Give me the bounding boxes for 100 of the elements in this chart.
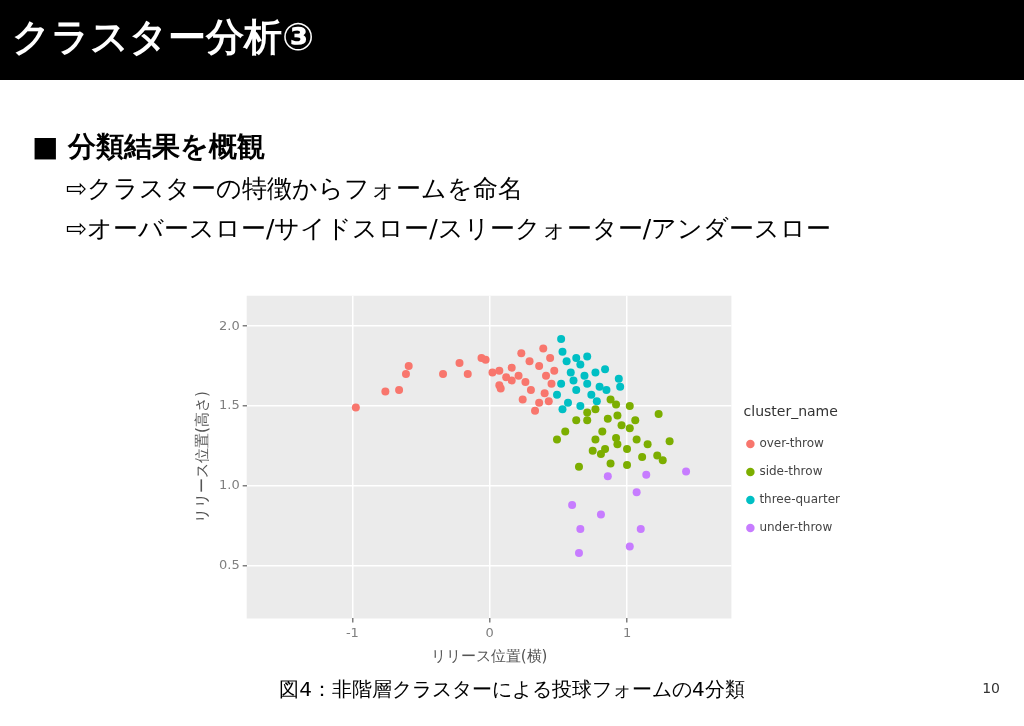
- point: [583, 416, 592, 425]
- point: [583, 379, 592, 388]
- point: [517, 349, 526, 358]
- point: [632, 435, 641, 444]
- point: [572, 416, 581, 425]
- point: [546, 354, 555, 363]
- point: [638, 453, 647, 462]
- point: [612, 400, 621, 409]
- x-tick-label: -1: [345, 624, 359, 640]
- point: [583, 352, 592, 361]
- point: [632, 488, 641, 497]
- point: [518, 395, 527, 404]
- point: [463, 370, 472, 379]
- point: [540, 389, 549, 398]
- point: [514, 371, 523, 380]
- legend-label: side-throw: [759, 464, 823, 479]
- point: [606, 459, 615, 468]
- point: [562, 357, 571, 366]
- point: [544, 397, 553, 406]
- point: [572, 386, 581, 395]
- point: [625, 402, 634, 410]
- point: [561, 427, 570, 436]
- point: [588, 446, 597, 455]
- point: [502, 373, 511, 382]
- point: [526, 386, 535, 395]
- point: [521, 378, 530, 387]
- point: [488, 368, 497, 377]
- point: [351, 403, 360, 412]
- chart-title: クラスター分析③: [12, 14, 315, 61]
- point: [625, 542, 634, 551]
- point: [481, 355, 490, 364]
- point: [653, 451, 662, 460]
- point: [547, 379, 556, 388]
- point: [566, 368, 575, 377]
- legend-title: cluster_name: [743, 402, 838, 419]
- point: [531, 406, 540, 415]
- point: [623, 445, 632, 454]
- legend-label: three-quarter: [759, 492, 841, 507]
- point: [617, 421, 626, 430]
- text: 10: [982, 680, 1000, 696]
- point: [642, 470, 651, 479]
- point: [596, 449, 605, 458]
- point: [455, 358, 464, 367]
- point: [568, 501, 577, 510]
- point: [616, 382, 625, 391]
- point: [682, 467, 691, 476]
- point: [643, 440, 652, 449]
- point: [535, 362, 544, 371]
- chart-subtitle: ■ 分類結果を概観: [32, 129, 266, 165]
- point: [557, 334, 566, 343]
- point: [603, 414, 612, 423]
- point: [631, 416, 640, 425]
- point: [404, 362, 413, 371]
- point: [553, 435, 561, 444]
- point: [563, 398, 572, 407]
- point: [539, 344, 548, 353]
- point: [557, 379, 566, 388]
- point: [614, 374, 623, 383]
- legend-label: over-throw: [759, 436, 825, 451]
- point: [596, 510, 605, 519]
- point: [558, 347, 567, 356]
- point: [542, 371, 551, 380]
- point: [623, 461, 632, 470]
- point: [591, 368, 600, 377]
- x-tick-label: 0: [485, 624, 494, 640]
- legend-label: under-throw: [759, 520, 833, 535]
- point: [601, 445, 610, 454]
- point: [401, 370, 410, 379]
- y-axis-title: リリース位置(高さ): [192, 391, 211, 523]
- point: [613, 411, 622, 420]
- point: [583, 408, 592, 417]
- point: [550, 366, 559, 375]
- point: [558, 405, 567, 414]
- point: [572, 354, 581, 363]
- point: [535, 398, 544, 407]
- point: [525, 357, 534, 366]
- point: [553, 390, 561, 399]
- x-tick-label: 1: [622, 624, 632, 640]
- point: [602, 386, 611, 395]
- point: [439, 370, 448, 379]
- point: [625, 424, 634, 433]
- point: [613, 440, 622, 449]
- point: [658, 456, 667, 465]
- point: [495, 366, 504, 375]
- point: [592, 397, 601, 406]
- point: [603, 472, 612, 481]
- point: [665, 437, 674, 446]
- x-axis-title: リリース位置(横): [430, 646, 548, 665]
- y-tick-label: 1.0: [218, 477, 240, 493]
- point: [591, 435, 600, 444]
- point: [574, 462, 583, 471]
- point: [395, 386, 404, 395]
- point: [569, 376, 578, 385]
- point: [598, 427, 607, 436]
- y-tick-label: 2.0: [218, 317, 240, 333]
- point: [381, 387, 390, 396]
- point: [595, 382, 604, 391]
- point: [576, 360, 585, 369]
- y-tick-label: 0.5: [218, 557, 240, 573]
- point: [576, 524, 585, 533]
